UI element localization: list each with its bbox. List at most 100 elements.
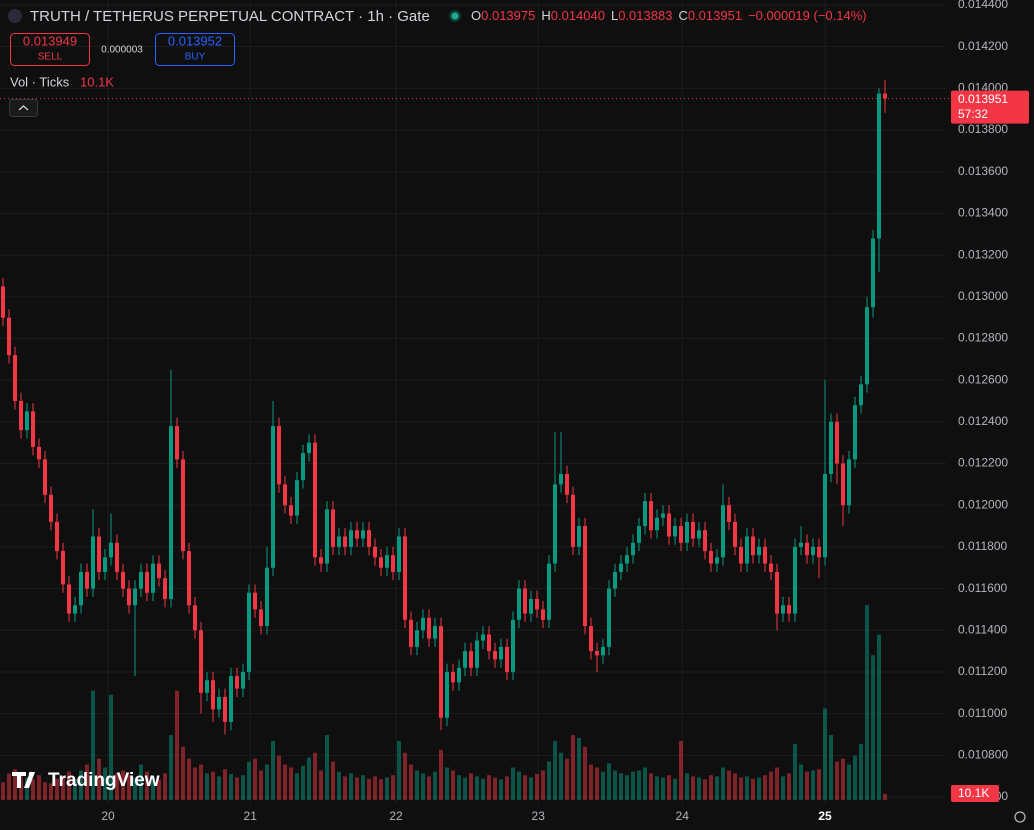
candle-body [685,521,689,543]
volume-bar [439,749,443,800]
volume-bar [565,758,569,800]
candle-body [271,426,275,568]
candle-body [175,426,179,460]
volume-pane [1,605,887,800]
volume-bar [97,758,101,800]
candle-body [829,421,833,474]
volume-bar [517,771,521,800]
volume-bar [643,767,647,800]
volume-bar [883,794,887,800]
x-tick-label: 24 [676,809,690,823]
volume-bar [385,777,389,800]
volume-bar [727,770,731,800]
candle-body [703,530,707,552]
candle-body [817,546,821,558]
volume-bar [457,775,461,800]
candle-body [541,609,545,620]
volume-bar [133,777,137,800]
volume-bar [859,743,863,800]
indicator-name: Vol · Ticks [10,74,70,89]
countdown: 57:32 [958,107,988,121]
volume-bar [571,735,575,800]
volume-bar [193,767,197,800]
volume-bar [685,773,689,800]
volume-bar [763,775,767,800]
y-tick-label: 0.014400 [958,0,1008,11]
volume-bar [613,770,617,800]
candle-body [427,617,431,639]
candle-body [565,473,569,495]
candle-body [823,473,827,558]
x-tick-label: 25 [818,809,832,823]
volume-bar [841,758,845,800]
y-tick-label: 0.013800 [958,122,1008,136]
volume-bar [13,769,17,800]
candle-body [601,646,605,656]
candle-body [589,626,593,652]
candle-body [97,536,101,572]
volume-bar [61,776,65,800]
candle-body [79,571,83,606]
volume-bar [37,775,41,800]
ohlc-key: H [541,8,550,23]
volume-bar [637,770,641,800]
y-tick-label: 0.012200 [958,456,1008,470]
candle-body [499,646,503,660]
collapse-button[interactable] [9,99,38,117]
ohlc-change: −0.000019 (−0.14%) [748,8,867,23]
candle-body [121,571,125,589]
candle-body [559,473,563,485]
y-tick-label: 0.013000 [958,289,1008,303]
candle-body [463,651,467,668]
candle-body [583,526,587,627]
candle-body [655,517,659,531]
candle-body [835,421,839,464]
volume-bar [79,770,83,800]
candle-body [355,530,359,539]
volume-bar [127,775,131,800]
volume-bar [805,771,809,800]
candle-body [577,526,581,547]
volume-bar [55,778,59,800]
candle-body [517,588,521,620]
candle-body [763,546,767,564]
volume-bar [487,775,491,800]
candle-body [127,588,131,606]
settings-icon[interactable] [1014,811,1026,823]
volume-bar [277,755,281,800]
candle-body [709,551,713,564]
candle-body [595,651,599,656]
volume-bar [535,774,539,800]
volume-bar [265,764,269,800]
volume-bar [853,755,857,800]
sell-price: 0.013949 [23,33,77,48]
sell-button[interactable] [10,33,90,66]
candle-body [637,526,641,543]
buy-button[interactable] [155,33,235,66]
volume-bar [325,735,329,800]
volume-bar [85,764,89,800]
volume-bar [241,775,245,800]
candle-body [487,634,491,652]
candle-body [445,671,449,718]
volume-bar [625,775,629,800]
ohlc-key: C [678,8,687,23]
candle-body [157,563,161,579]
ohlc-key: O [471,8,481,23]
volume-bar [703,779,707,800]
volume-bar [229,774,233,800]
y-tick-label: 0.014200 [958,39,1008,53]
candle-body [619,563,623,572]
volume-bar [847,764,851,800]
candle-body [493,651,497,660]
volume-bar [259,770,263,800]
volume-bar [511,767,515,800]
candle-body [289,505,293,516]
candle-body [481,634,485,641]
candle-body [241,671,245,689]
volume-bar [541,770,545,800]
candle-body [625,555,629,564]
candle-body [529,599,533,614]
